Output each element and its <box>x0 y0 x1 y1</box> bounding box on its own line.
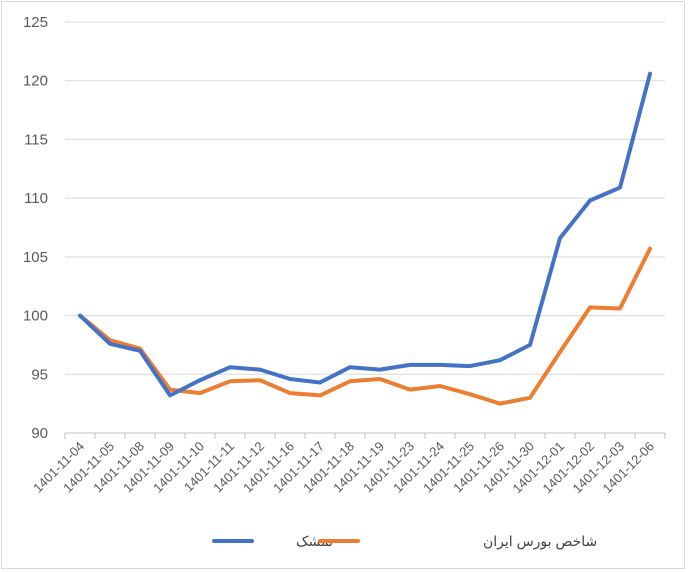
x-axis <box>64 432 666 439</box>
y-tick-label: 95 <box>31 366 48 383</box>
series-line-1 <box>78 246 652 406</box>
x-axis-ticks: 1401-11-041401-11-051401-11-081401-11-09… <box>30 439 657 497</box>
legend-label-0: تمشک <box>296 533 333 549</box>
y-tick-label: 125 <box>23 14 48 31</box>
series-line-0 <box>78 71 652 398</box>
legend: تمشک شاخص بورس ایران <box>212 533 597 550</box>
series-lines <box>78 71 652 406</box>
y-tick-label: 110 <box>24 190 48 207</box>
y-tick-label: 100 <box>23 308 48 325</box>
y-tick-label: 90 <box>31 425 48 442</box>
legend-label-1: شاخص بورس ایران <box>483 533 597 550</box>
gridlines <box>65 21 665 375</box>
y-tick-label: 115 <box>24 131 48 148</box>
y-tick-label: 120 <box>23 73 48 90</box>
y-axis-ticks: 90 95 100 105 110 115 120 125 <box>23 14 48 442</box>
y-tick-label: 105 <box>23 249 48 266</box>
